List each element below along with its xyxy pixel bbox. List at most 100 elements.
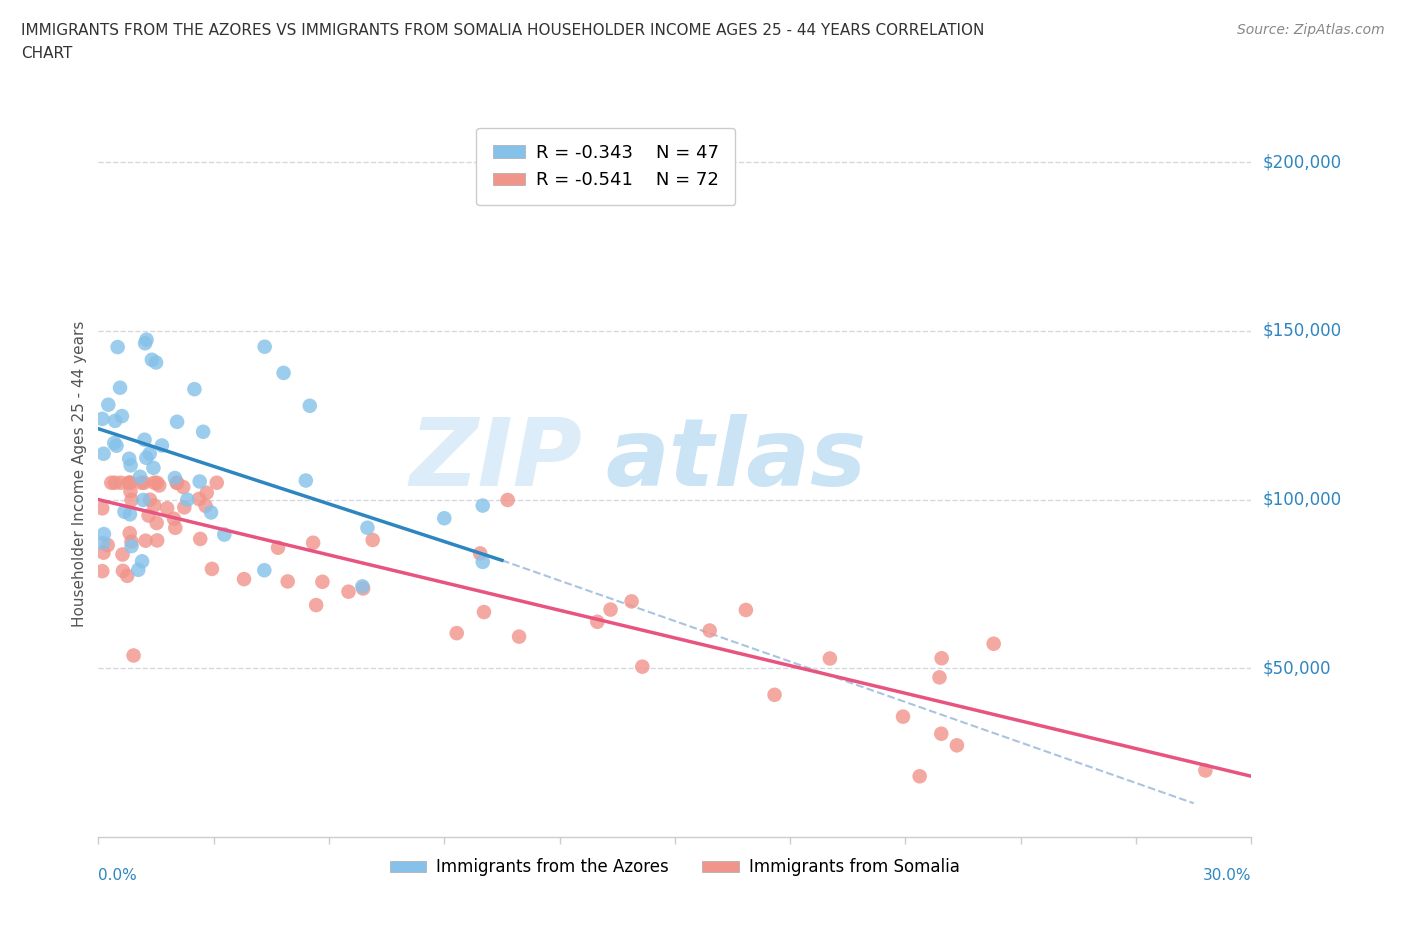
Text: ZIP: ZIP — [409, 414, 582, 506]
Point — [188, 531, 211, 546]
Point — [120, 534, 142, 549]
Point — [253, 563, 276, 578]
Point — [121, 538, 143, 553]
Point — [97, 397, 120, 412]
Point — [928, 670, 950, 684]
Point — [93, 545, 115, 560]
Point — [139, 492, 162, 507]
Point — [134, 336, 156, 351]
Point — [267, 540, 290, 555]
Text: 30.0%: 30.0% — [1204, 868, 1251, 883]
Point — [91, 536, 114, 551]
Text: $200,000: $200,000 — [1263, 153, 1341, 171]
Point — [127, 563, 149, 578]
Point — [100, 475, 122, 490]
Point — [929, 726, 952, 741]
Point — [93, 526, 115, 541]
Point — [118, 475, 141, 490]
Legend: Immigrants from the Azores, Immigrants from Somalia: Immigrants from the Azores, Immigrants f… — [382, 852, 967, 883]
Point — [200, 505, 222, 520]
Point — [496, 493, 519, 508]
Point — [120, 484, 142, 498]
Point — [295, 473, 318, 488]
Point — [97, 538, 120, 552]
Point — [983, 636, 1005, 651]
Point — [471, 554, 494, 569]
Text: IMMIGRANTS FROM THE AZORES VS IMMIGRANTS FROM SOMALIA HOUSEHOLDER INCOME AGES 25: IMMIGRANTS FROM THE AZORES VS IMMIGRANTS… — [21, 23, 984, 38]
Point — [91, 564, 114, 578]
Point — [132, 493, 155, 508]
Point — [118, 451, 141, 466]
Point — [129, 470, 152, 485]
Point — [104, 475, 127, 490]
Text: CHART: CHART — [21, 46, 73, 61]
Text: $150,000: $150,000 — [1263, 322, 1341, 339]
Point — [132, 475, 155, 490]
Point — [145, 515, 167, 530]
Point — [150, 438, 173, 453]
Text: atlas: atlas — [606, 414, 868, 506]
Point — [337, 584, 360, 599]
Point — [143, 475, 166, 490]
Text: Source: ZipAtlas.com: Source: ZipAtlas.com — [1237, 23, 1385, 37]
Point — [472, 604, 495, 619]
Point — [433, 511, 456, 525]
Point — [195, 485, 218, 500]
Point — [311, 575, 333, 590]
Point — [93, 446, 115, 461]
Point — [142, 460, 165, 475]
Point — [818, 651, 841, 666]
Point — [117, 568, 139, 583]
Point — [111, 564, 134, 578]
Point — [146, 475, 169, 490]
Point — [586, 615, 609, 630]
Point — [253, 339, 276, 354]
Point — [143, 498, 166, 513]
Text: 0.0%: 0.0% — [98, 868, 138, 883]
Point — [908, 769, 931, 784]
Point — [763, 687, 786, 702]
Point — [631, 659, 654, 674]
Point — [121, 493, 143, 508]
Point — [931, 651, 953, 666]
Point — [176, 492, 198, 507]
Point — [138, 446, 160, 461]
Point — [135, 332, 157, 347]
Point — [298, 398, 321, 413]
Point — [166, 475, 188, 490]
Point — [277, 574, 299, 589]
Point — [122, 648, 145, 663]
Point — [302, 536, 325, 551]
Point — [233, 572, 256, 587]
Point — [352, 581, 374, 596]
Point — [91, 501, 114, 516]
Point — [103, 435, 125, 450]
Point — [146, 533, 169, 548]
Point — [305, 598, 328, 613]
Point — [105, 438, 128, 453]
Point — [735, 603, 758, 618]
Point — [446, 626, 468, 641]
Point — [599, 602, 621, 617]
Point — [120, 458, 142, 472]
Point — [1194, 764, 1216, 778]
Point — [165, 521, 187, 536]
Text: $50,000: $50,000 — [1263, 659, 1331, 677]
Point — [356, 520, 378, 535]
Text: $100,000: $100,000 — [1263, 491, 1341, 509]
Point — [946, 737, 969, 752]
Point — [173, 500, 195, 515]
Point — [194, 498, 217, 513]
Point — [148, 478, 170, 493]
Point — [131, 554, 153, 569]
Point — [471, 498, 494, 513]
Point — [107, 339, 129, 354]
Point — [273, 365, 295, 380]
Point — [470, 546, 492, 561]
Point — [508, 630, 530, 644]
Point — [191, 424, 214, 439]
Point — [114, 504, 136, 519]
Point — [117, 475, 139, 490]
Point — [163, 512, 186, 526]
Point — [111, 408, 134, 423]
